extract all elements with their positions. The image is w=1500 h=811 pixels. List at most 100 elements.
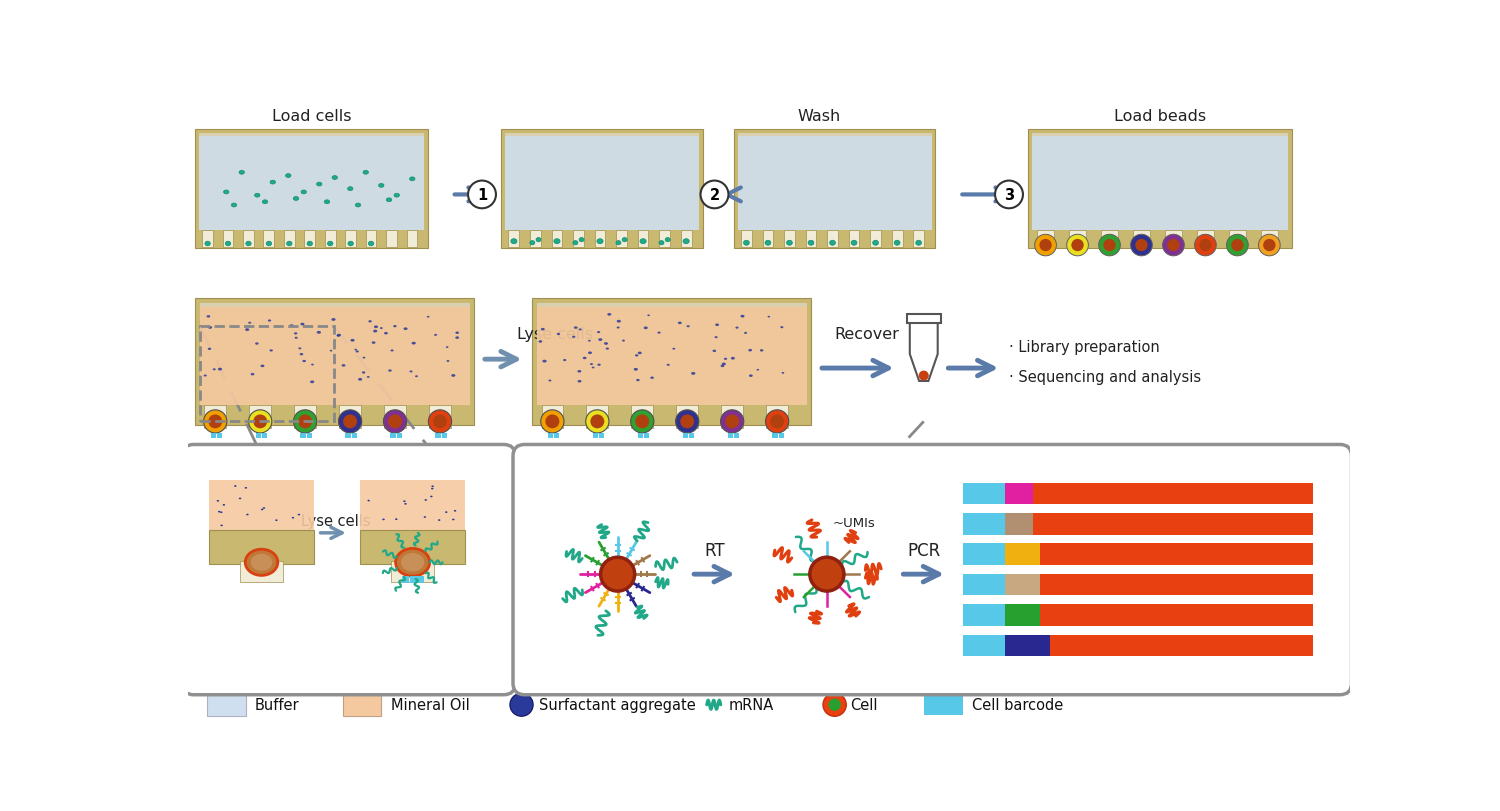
Ellipse shape — [597, 239, 603, 244]
Bar — [681, 231, 692, 248]
Ellipse shape — [324, 200, 330, 204]
Ellipse shape — [410, 371, 413, 373]
Bar — [410, 577, 417, 583]
Bar — [1101, 231, 1118, 251]
Circle shape — [675, 410, 699, 433]
Bar — [682, 433, 688, 439]
Ellipse shape — [405, 504, 406, 505]
Bar — [552, 231, 562, 248]
Ellipse shape — [362, 372, 366, 374]
Ellipse shape — [348, 187, 352, 191]
Ellipse shape — [530, 242, 536, 246]
Ellipse shape — [616, 327, 620, 329]
Ellipse shape — [433, 334, 436, 337]
Bar — [762, 231, 774, 248]
Ellipse shape — [456, 332, 459, 334]
Text: Load cells: Load cells — [272, 109, 351, 123]
Bar — [306, 433, 312, 439]
Text: Cell: Cell — [850, 697, 877, 712]
Bar — [209, 530, 314, 564]
Ellipse shape — [387, 199, 392, 203]
Text: 2: 2 — [710, 187, 720, 203]
Bar — [1040, 574, 1312, 595]
Ellipse shape — [251, 554, 273, 571]
FancyBboxPatch shape — [182, 445, 516, 695]
Ellipse shape — [572, 337, 576, 338]
Ellipse shape — [261, 509, 264, 511]
Circle shape — [249, 410, 272, 433]
Text: Wash: Wash — [798, 109, 840, 123]
Ellipse shape — [850, 241, 856, 246]
Ellipse shape — [394, 194, 399, 198]
Ellipse shape — [411, 342, 416, 345]
Text: mRNA: mRNA — [729, 697, 774, 712]
Bar — [963, 513, 1005, 535]
Bar — [772, 433, 778, 439]
Ellipse shape — [358, 379, 362, 381]
Ellipse shape — [246, 242, 250, 247]
Ellipse shape — [246, 514, 249, 516]
Bar — [204, 406, 226, 429]
Ellipse shape — [432, 486, 433, 487]
Ellipse shape — [404, 500, 405, 503]
Ellipse shape — [454, 510, 456, 512]
Ellipse shape — [648, 315, 650, 317]
Circle shape — [344, 415, 357, 429]
Ellipse shape — [597, 364, 600, 367]
Ellipse shape — [554, 239, 560, 244]
Ellipse shape — [590, 363, 592, 366]
Bar — [530, 231, 542, 248]
Bar — [688, 433, 694, 439]
Circle shape — [1104, 239, 1116, 252]
Ellipse shape — [255, 343, 258, 345]
Bar — [676, 406, 698, 429]
Circle shape — [994, 182, 1023, 209]
Bar — [1005, 513, 1032, 535]
Bar — [304, 231, 315, 248]
Ellipse shape — [597, 332, 600, 334]
Ellipse shape — [588, 341, 591, 342]
Bar — [1032, 134, 1288, 231]
Bar — [827, 231, 839, 248]
Ellipse shape — [238, 498, 242, 500]
Bar — [200, 134, 424, 136]
Ellipse shape — [363, 357, 366, 359]
Ellipse shape — [351, 340, 354, 342]
Ellipse shape — [416, 375, 419, 378]
Bar — [963, 604, 1005, 626]
Ellipse shape — [634, 355, 639, 357]
Bar — [249, 406, 272, 429]
Ellipse shape — [400, 553, 424, 572]
Ellipse shape — [244, 487, 248, 489]
Circle shape — [828, 699, 842, 711]
Ellipse shape — [231, 204, 237, 208]
Ellipse shape — [438, 520, 441, 521]
Bar — [392, 561, 433, 582]
Circle shape — [765, 410, 789, 433]
Circle shape — [824, 693, 846, 716]
Ellipse shape — [724, 358, 728, 360]
Ellipse shape — [290, 325, 294, 328]
Bar — [1005, 635, 1050, 656]
Bar — [1262, 231, 1278, 251]
Bar — [255, 433, 261, 439]
Ellipse shape — [294, 197, 298, 201]
Bar — [210, 433, 216, 439]
Circle shape — [429, 410, 451, 433]
Bar — [963, 483, 1005, 504]
Bar — [501, 130, 704, 249]
Bar — [891, 231, 903, 248]
Ellipse shape — [454, 337, 459, 340]
Ellipse shape — [720, 365, 724, 367]
Bar — [532, 298, 812, 426]
Ellipse shape — [714, 337, 717, 339]
Circle shape — [546, 415, 560, 429]
Ellipse shape — [452, 519, 454, 521]
Bar — [1040, 604, 1312, 626]
Text: Buffer: Buffer — [255, 697, 300, 712]
Text: Surfactant aggregate: Surfactant aggregate — [538, 697, 696, 712]
Bar — [914, 231, 924, 248]
FancyBboxPatch shape — [513, 445, 1352, 695]
Circle shape — [1066, 235, 1089, 256]
Ellipse shape — [356, 204, 360, 208]
